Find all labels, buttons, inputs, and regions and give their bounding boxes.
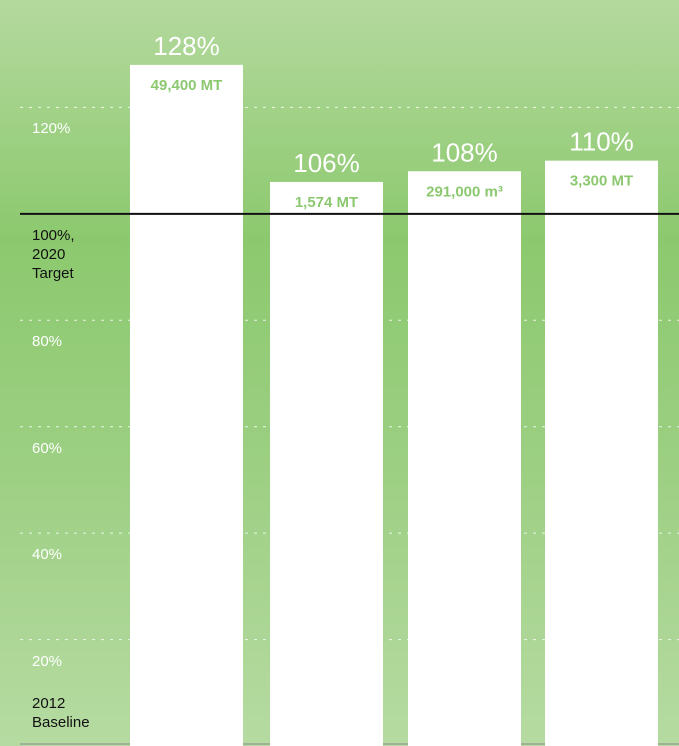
y-tick-label: 80% — [32, 333, 63, 351]
y-tick-label: 120% — [32, 120, 71, 138]
value-label: 110% — [569, 127, 634, 157]
value-label: 108% — [431, 137, 498, 167]
y-tick-label: 100%, 2020 Target — [32, 226, 75, 282]
amount-label: 291,000 m³ — [426, 183, 503, 200]
y-tick-label: 60% — [32, 439, 63, 457]
value-label: 106% — [293, 148, 360, 178]
bar — [270, 181, 383, 746]
y-tick-label: 40% — [32, 546, 63, 564]
bar — [130, 64, 243, 746]
y-tick-label: 20% — [32, 652, 63, 670]
value-label: 128% — [153, 31, 220, 61]
y-tick-label: 2012 Baseline — [32, 695, 90, 731]
amount-label: 3,300 MT — [570, 173, 633, 190]
amount-label: 49,400 MT — [151, 77, 223, 94]
bar — [408, 171, 521, 746]
bar — [545, 160, 658, 746]
amount-label: 1,574 MT — [295, 194, 358, 211]
